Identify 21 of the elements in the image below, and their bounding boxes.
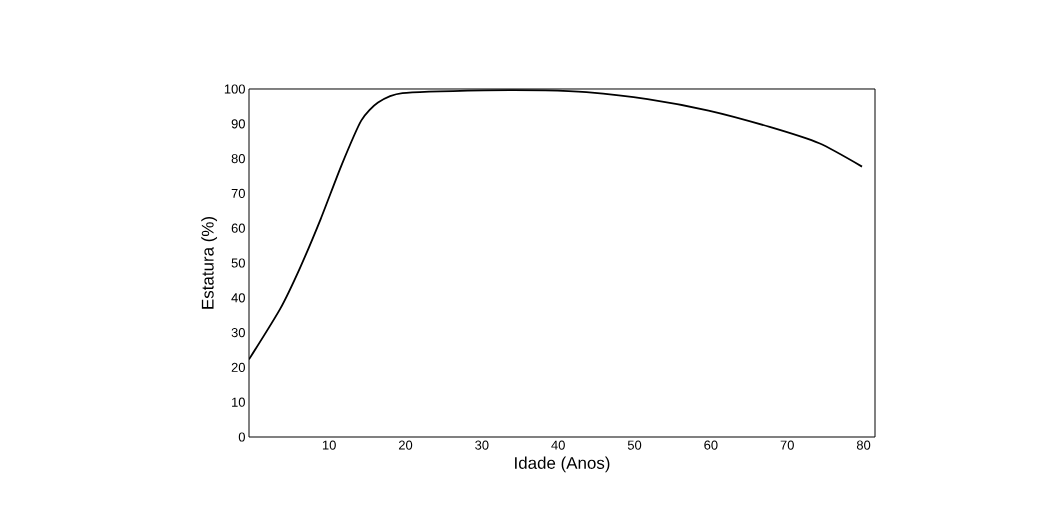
y-tick-label: 60 — [231, 223, 245, 233]
x-axis-title: Idade (Anos) — [515, 456, 610, 473]
y-tick-label: 80 — [231, 154, 245, 164]
y-tick-label: 10 — [232, 397, 245, 407]
x-tick-label: 60 — [704, 440, 718, 450]
x-tick-label: 50 — [627, 440, 642, 450]
y-tick-label: 100 — [224, 84, 245, 94]
x-tick-label: 40 — [551, 440, 565, 450]
x-tick-label: 30 — [475, 440, 489, 450]
y-tick-label: 20 — [231, 362, 245, 372]
x-tick-label: 70 — [780, 440, 794, 450]
y-tick-label: 30 — [231, 328, 245, 338]
y-axis-title: Estatura (%) — [201, 217, 218, 309]
y-tick-label: 90 — [231, 119, 245, 129]
y-tick-label: 40 — [231, 293, 245, 303]
y-tick-label: 50 — [231, 258, 245, 268]
x-tick-label: 10 — [322, 440, 336, 450]
y-tick-label: 70 — [231, 188, 245, 198]
x-tick-label: 80 — [856, 440, 871, 450]
x-tick-label: 20 — [398, 440, 413, 450]
y-tick-label: 0 — [238, 432, 245, 442]
